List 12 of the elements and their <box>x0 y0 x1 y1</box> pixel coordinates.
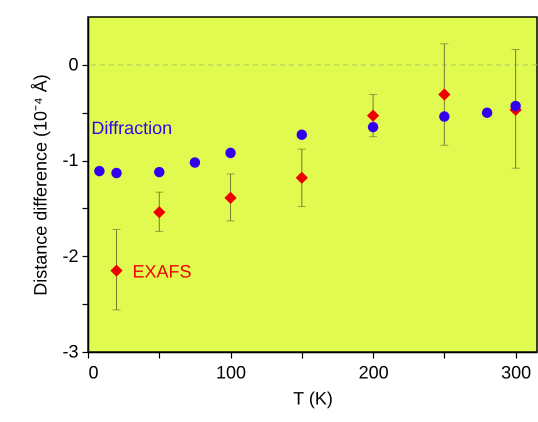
x-tick-label: 200 <box>358 362 389 382</box>
series-label: Diffraction <box>91 118 172 138</box>
y-tick-label: 0 <box>68 54 78 74</box>
y-axis-title: Distance difference (10⁻⁴ Å) <box>30 74 50 296</box>
x-tick-label: 300 <box>501 362 532 382</box>
x-tick-label: 0 <box>88 362 99 382</box>
y-tick-label: -2 <box>62 246 78 266</box>
x-axis-title: T (K) <box>293 388 333 408</box>
series-label: EXAFS <box>132 262 192 282</box>
y-tick-label: -1 <box>62 150 78 170</box>
x-tick-label: 100 <box>216 362 246 382</box>
y-tick-label: -3 <box>62 342 78 362</box>
